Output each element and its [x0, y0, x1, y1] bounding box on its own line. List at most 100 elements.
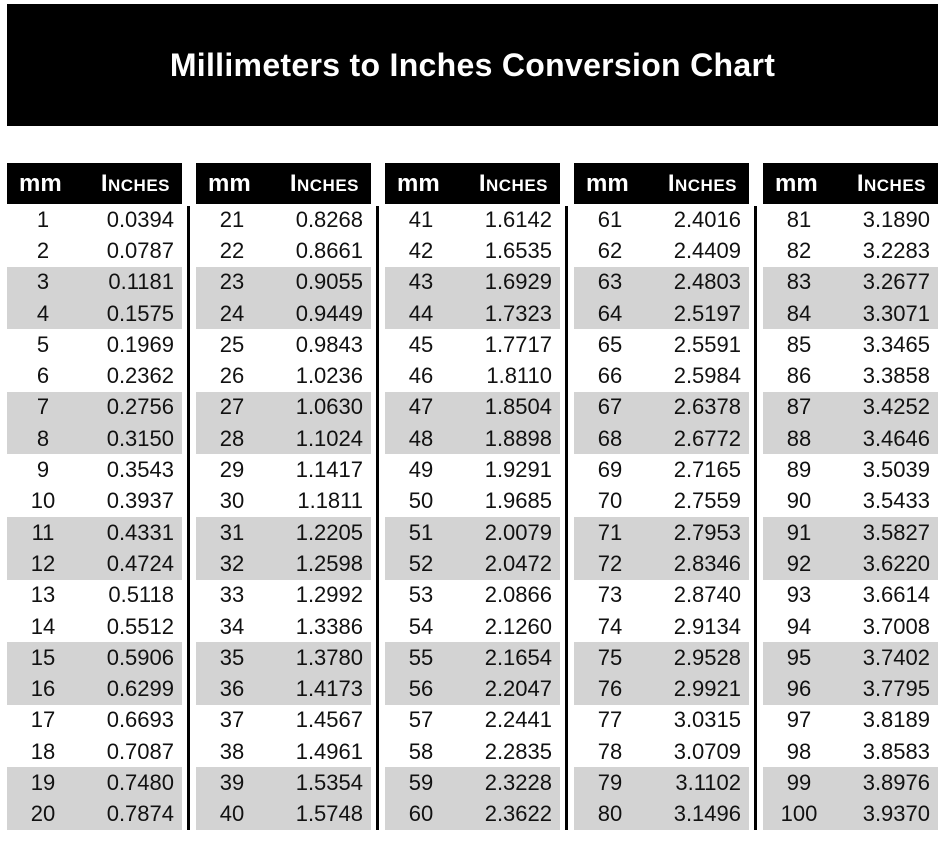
table-row: 4 0.1575: [7, 297, 182, 330]
inches-value: 3.7008: [862, 613, 930, 639]
mm-value: 4: [36, 300, 50, 326]
table-row: 81 3.1890: [763, 204, 938, 236]
inches-value: 0.2362: [106, 363, 174, 389]
mm-value: 51: [408, 519, 434, 545]
mm-value: 90: [786, 488, 812, 514]
inches-value: 1.5748: [295, 801, 363, 827]
inches-value: 3.5827: [862, 519, 930, 545]
mm-value: 34: [219, 613, 245, 639]
inches-value: 1.9291: [484, 457, 552, 483]
mm-value: 95: [786, 644, 812, 670]
table-row: 8 0.3150: [7, 423, 182, 455]
table-row: 3 0.1181: [7, 266, 182, 298]
table-row: 15 0.5906: [7, 642, 182, 674]
table-row: 76 2.9921: [574, 673, 749, 705]
table-row: 68 2.6772: [574, 423, 749, 455]
table-header: mm Inches: [196, 163, 371, 204]
mm-value: 57: [408, 707, 434, 733]
table-row: 24 0.9449: [196, 297, 371, 330]
inches-value: 2.5197: [673, 300, 741, 326]
mm-value: 85: [786, 331, 812, 357]
inches-value: 2.5591: [673, 331, 741, 357]
mm-value: 9: [36, 457, 50, 483]
mm-value: 98: [786, 738, 812, 764]
inches-value: 2.6378: [673, 394, 741, 420]
inches-value: 3.0315: [673, 707, 741, 733]
table-gap: [749, 163, 763, 830]
table-row: 100 3.9370: [763, 798, 938, 830]
table-row: 86 3.3858: [763, 360, 938, 392]
conversion-table-3: mm Inches 41 1.6142 42 1.6535 43 1.6929 44 1.73…: [385, 163, 560, 830]
mm-value: 43: [408, 269, 434, 295]
mm-value: 68: [597, 425, 623, 451]
mm-value: 12: [30, 550, 56, 576]
table-row: 2 0.0787: [7, 235, 182, 267]
mm-value: 94: [786, 613, 812, 639]
mm-value: 70: [597, 488, 623, 514]
inches-value: 0.1969: [106, 331, 174, 357]
table-divider-line: [754, 206, 757, 830]
mm-value: 14: [30, 613, 56, 639]
table-divider-line: [376, 206, 379, 830]
inches-value: 0.5906: [106, 644, 174, 670]
mm-value: 48: [408, 425, 434, 451]
inches-value: 3.1890: [862, 206, 930, 232]
mm-value: 44: [408, 300, 434, 326]
inches-column-header: Inches: [856, 169, 926, 197]
inches-value: 3.9370: [862, 801, 930, 827]
inches-value: 3.7795: [862, 676, 930, 702]
inches-column-header: Inches: [667, 169, 737, 197]
table-row: 19 0.7480: [7, 767, 182, 799]
table-row: 35 1.3780: [196, 642, 371, 674]
mm-value: 1: [36, 206, 50, 232]
conversion-table-2: mm Inches 21 0.8268 22 0.8661 23 0.9055 24 0.94…: [196, 163, 371, 830]
mm-value: 88: [786, 425, 812, 451]
inches-value: 1.0630: [295, 394, 363, 420]
inches-value: 0.6693: [106, 707, 174, 733]
table-divider-line: [187, 206, 190, 830]
inches-value: 0.9843: [295, 331, 363, 357]
mm-value: 11: [31, 519, 55, 545]
inches-column-header: Inches: [100, 169, 170, 197]
mm-value: 82: [786, 237, 812, 263]
mm-value: 76: [597, 676, 623, 702]
table-row: 73 2.8740: [574, 579, 749, 611]
table-row: 80 3.1496: [574, 798, 749, 830]
inches-value: 0.7480: [106, 769, 174, 795]
mm-value: 81: [786, 206, 812, 232]
table-row: 72 2.8346: [574, 548, 749, 580]
inches-value: 0.3543: [106, 457, 174, 483]
mm-value: 7: [36, 394, 50, 420]
table-row: 26 1.0236: [196, 360, 371, 392]
mm-value: 29: [219, 457, 245, 483]
table-row: 45 1.7717: [385, 329, 560, 361]
inches-value: 1.8898: [484, 425, 552, 451]
table-row: 46 1.8110: [385, 360, 560, 392]
mm-value: 19: [30, 769, 56, 795]
table-divider-line: [565, 206, 568, 830]
mm-value: 27: [219, 394, 245, 420]
inches-value: 2.7559: [673, 488, 741, 514]
mm-value: 75: [597, 644, 623, 670]
table-row: 51 2.0079: [385, 516, 560, 549]
table-row: 39 1.5354: [196, 767, 371, 799]
inches-value: 2.3622: [484, 801, 552, 827]
title-banner: Millimeters to Inches Conversion Chart: [7, 4, 938, 126]
table-gap: [560, 163, 574, 830]
table-row: 7 0.2756: [7, 391, 182, 424]
table-row: 95 3.7402: [763, 642, 938, 674]
mm-value: 99: [786, 769, 812, 795]
mm-value: 97: [786, 707, 812, 733]
table-gap: [371, 163, 385, 830]
inches-value: 1.4173: [295, 676, 363, 702]
table-row: 36 1.4173: [196, 673, 371, 705]
mm-value: 96: [786, 676, 812, 702]
inches-value: 1.2992: [295, 582, 363, 608]
table-row: 60 2.3622: [385, 798, 560, 830]
inches-value: 3.6614: [862, 582, 930, 608]
table-row: 48 1.8898: [385, 423, 560, 455]
mm-value: 63: [597, 269, 623, 295]
table-row: 75 2.9528: [574, 642, 749, 674]
mm-value: 78: [597, 738, 623, 764]
table-row: 50 1.9685: [385, 485, 560, 517]
